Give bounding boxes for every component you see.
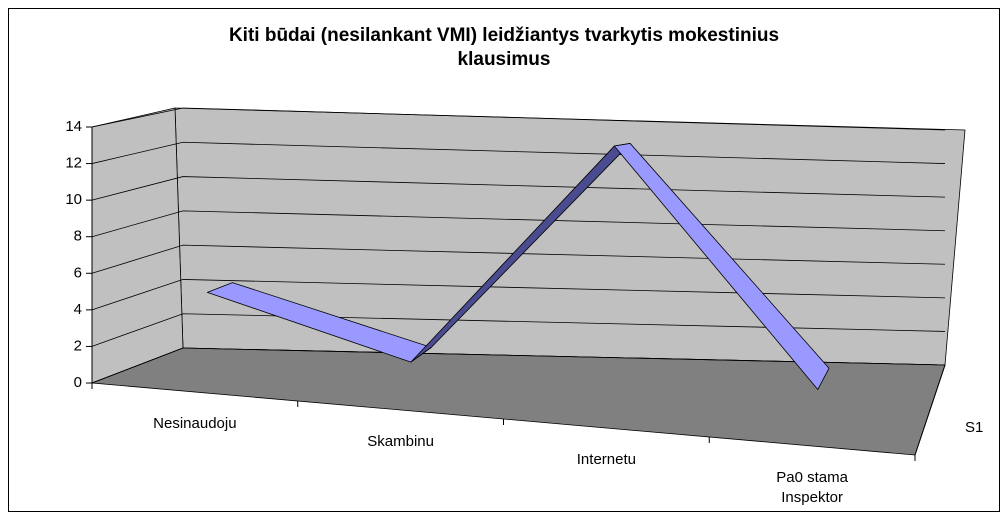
grid-line bbox=[91, 141, 946, 164]
y-tick-label: 14 bbox=[65, 118, 82, 135]
grid-line bbox=[91, 107, 946, 131]
grid-line bbox=[91, 279, 946, 311]
y-tick-label: 4 bbox=[74, 301, 82, 318]
y-tick-label: 6 bbox=[74, 264, 82, 281]
line-segment bbox=[613, 143, 830, 390]
y-tick-label: 0 bbox=[74, 374, 82, 391]
grid-line bbox=[91, 313, 946, 347]
grid-line bbox=[91, 347, 946, 384]
x-tick-label: Internetu bbox=[576, 451, 636, 468]
y-tick-label: 8 bbox=[74, 228, 82, 245]
chart-title: Kiti būdai (nesilankant VMI) leidžiantys… bbox=[228, 25, 780, 70]
depth-axis bbox=[914, 364, 946, 456]
x-tick-label: Skambinu bbox=[367, 433, 434, 450]
y-tick-label: 10 bbox=[65, 191, 82, 208]
grid-line bbox=[91, 244, 946, 274]
x-tick-label: Pa0 stama Inspektor bbox=[776, 469, 848, 506]
y-tick-label: 12 bbox=[65, 155, 82, 172]
y-tick-label: 2 bbox=[74, 337, 82, 354]
grid-line bbox=[91, 176, 946, 201]
series-label: S1 bbox=[965, 419, 983, 436]
back-wall bbox=[174, 107, 966, 366]
x-tick-label: Nesinaudoju bbox=[153, 415, 237, 432]
